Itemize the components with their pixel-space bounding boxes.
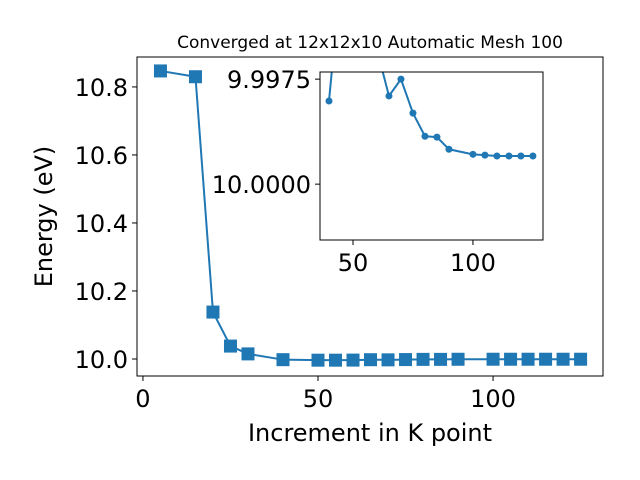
marker	[421, 132, 429, 140]
marker	[469, 150, 477, 158]
marker	[493, 152, 501, 160]
marker	[206, 305, 220, 319]
marker	[529, 152, 537, 160]
y-tick-label: 10.0	[75, 346, 128, 374]
x-tick-label: 0	[135, 385, 150, 413]
marker	[521, 352, 535, 366]
marker	[409, 109, 417, 117]
marker	[397, 75, 405, 83]
marker	[188, 70, 202, 84]
marker	[329, 353, 343, 367]
marker	[416, 352, 430, 366]
y-tick-label: 10.6	[75, 142, 128, 170]
axes-frame	[136, 56, 604, 377]
y-tick-label: 10.8	[75, 74, 128, 102]
marker	[223, 339, 237, 353]
marker	[325, 97, 333, 105]
y-tick-label: 10.4	[75, 210, 128, 238]
plot-clip	[325, 72, 537, 160]
marker	[451, 352, 465, 366]
marker	[445, 145, 453, 153]
marker	[346, 353, 360, 367]
marker	[241, 347, 255, 361]
marker	[311, 353, 325, 367]
x-tick-label: 100	[450, 249, 496, 277]
x-tick-label: 50	[303, 385, 334, 413]
marker	[434, 352, 448, 366]
marker	[276, 353, 290, 367]
y-tick-label: 10.2	[75, 278, 128, 306]
marker	[517, 152, 525, 160]
plot-clip	[153, 64, 588, 367]
y-axis-label: Energy (eV)	[30, 146, 58, 288]
marker	[504, 352, 518, 366]
marker	[556, 352, 570, 366]
y-tick-label: 10.0000	[212, 171, 311, 199]
marker	[505, 152, 513, 160]
marker	[385, 92, 393, 100]
marker	[364, 353, 378, 367]
x-tick-label: 100	[470, 385, 516, 413]
y-tick-label: 9.9975	[227, 66, 311, 94]
x-tick-label: 50	[338, 249, 369, 277]
marker	[153, 64, 167, 78]
marker	[433, 133, 441, 141]
marker	[481, 151, 489, 159]
marker	[574, 352, 588, 366]
marker	[486, 352, 500, 366]
marker	[399, 353, 413, 367]
chart-title: Converged at 12x12x10 Automatic Mesh 100	[177, 33, 563, 53]
x-axis-label: Increment in K point	[248, 419, 492, 447]
marker	[381, 353, 395, 367]
marker	[539, 352, 553, 366]
axes-frame	[319, 71, 544, 241]
